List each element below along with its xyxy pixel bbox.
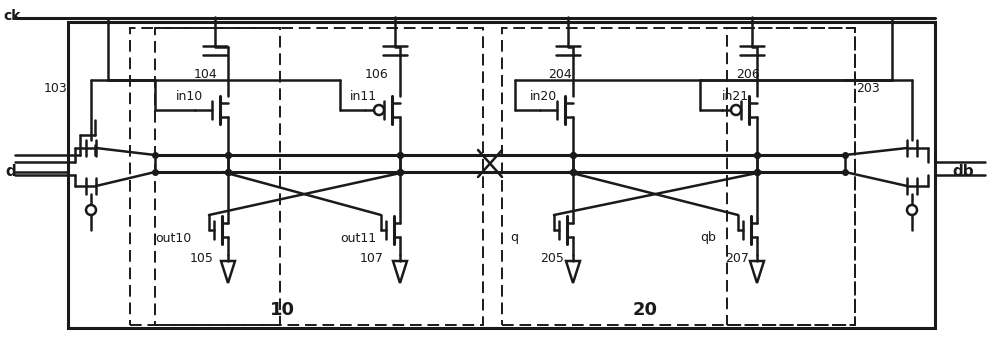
- Text: q: q: [510, 232, 518, 245]
- Text: db: db: [952, 165, 974, 179]
- Text: 20: 20: [633, 301, 658, 319]
- Text: in10: in10: [176, 90, 203, 103]
- Bar: [155, 28, 280, 325]
- Text: 203: 203: [856, 82, 880, 95]
- Bar: [68, 22, 935, 328]
- Text: 10: 10: [270, 301, 294, 319]
- Text: out10: out10: [155, 232, 191, 245]
- Bar: [502, 28, 855, 325]
- Bar: [727, 28, 855, 325]
- Text: ck: ck: [3, 9, 20, 23]
- Circle shape: [907, 205, 917, 215]
- Text: 107: 107: [360, 251, 384, 264]
- Circle shape: [86, 205, 96, 215]
- Text: d: d: [5, 165, 16, 179]
- Text: 205: 205: [540, 251, 564, 264]
- Text: 207: 207: [725, 251, 749, 264]
- Bar: [130, 28, 483, 325]
- Text: 206: 206: [736, 68, 760, 81]
- Circle shape: [731, 105, 741, 115]
- Circle shape: [374, 105, 384, 115]
- Text: in20: in20: [530, 90, 557, 103]
- Text: in21: in21: [722, 90, 749, 103]
- Text: 106: 106: [365, 68, 389, 81]
- Text: 104: 104: [194, 68, 218, 81]
- Text: qb: qb: [700, 232, 716, 245]
- Text: 105: 105: [190, 251, 214, 264]
- Text: 204: 204: [548, 68, 572, 81]
- Text: in11: in11: [350, 90, 377, 103]
- Text: 103: 103: [44, 82, 68, 95]
- Text: out11: out11: [340, 232, 376, 245]
